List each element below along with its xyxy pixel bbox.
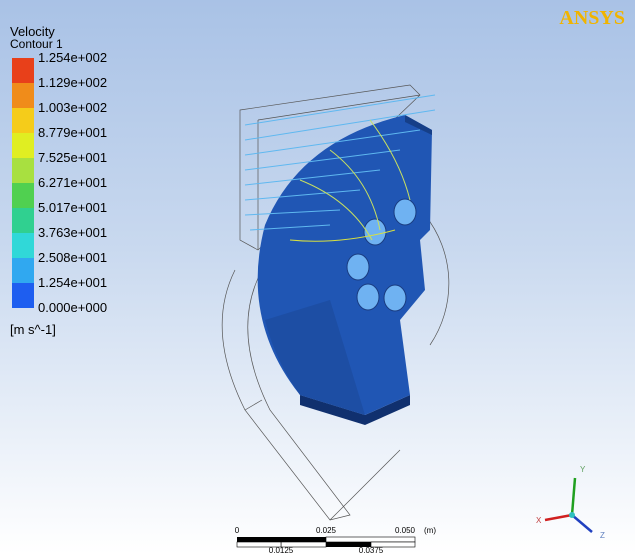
legend-label: 1.254e+002 — [38, 50, 107, 65]
axis-z-label: Z — [600, 531, 605, 540]
legend-label: 1.254e+001 — [38, 275, 107, 290]
scale-bar — [237, 537, 415, 547]
scale-label: 0.0375 — [359, 546, 384, 554]
scene: Velocity Contour 1 1.254e+0021.129e+0021… — [0, 0, 635, 554]
scale-label: 0 — [235, 526, 240, 535]
legend-label: 0.000e+000 — [38, 300, 107, 315]
legend-label: 1.003e+002 — [38, 100, 107, 115]
scale-unit: (m) — [424, 526, 436, 535]
scale-label: 0.025 — [316, 526, 337, 535]
legend-labels: 1.254e+002 1.129e+002 1.003e+002 8.779e+001… — [38, 50, 107, 315]
legend-colorbar — [12, 58, 34, 308]
legend-label: 2.508e+001 — [38, 250, 107, 265]
viewport: Velocity Contour 1 1.254e+0021.129e+0021… — [0, 0, 635, 554]
axis-y-label: Y — [580, 465, 586, 474]
legend-label: 6.271e+001 — [38, 175, 107, 190]
scale-label: 0.0125 — [269, 546, 294, 554]
legend-subtitle: Contour 1 — [10, 37, 63, 51]
legend-label: 3.763e+001 — [38, 225, 107, 240]
axis-triad — [545, 478, 592, 532]
solid-body — [258, 115, 432, 425]
brand-logo: ANSYS — [559, 7, 625, 29]
legend-label: 5.017e+001 — [38, 200, 107, 215]
scale-label: 0.050 — [395, 526, 416, 535]
legend-unit: [m s^-1] — [10, 322, 56, 337]
axis-x-label: X — [536, 516, 542, 525]
legend-label: 7.525e+001 — [38, 150, 107, 165]
legend-label: 8.779e+001 — [38, 125, 107, 140]
legend-label: 1.129e+002 — [38, 75, 107, 90]
